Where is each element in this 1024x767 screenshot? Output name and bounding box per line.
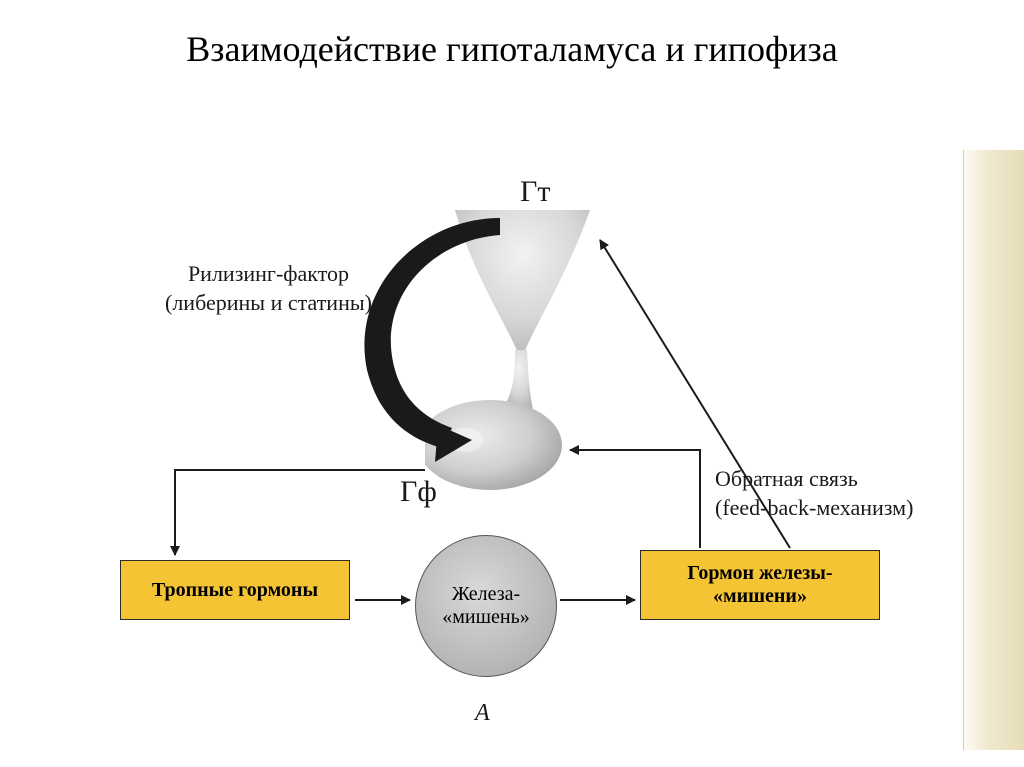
page-title: Взаимодействие гипоталамуса и гипофиза	[0, 28, 1024, 71]
pituitary-to-tropic-arrow	[175, 470, 425, 555]
diagram-area: Гт Гф Рилизинг-фактор (либерины и статин…	[60, 170, 960, 740]
arrows-layer	[60, 170, 960, 740]
feedback-to-hypothalamus-arrow	[600, 240, 790, 548]
releasing-factor-arrow	[364, 218, 500, 462]
feedback-to-pituitary-arrow	[570, 450, 700, 548]
scan-page-edge	[963, 150, 1024, 750]
